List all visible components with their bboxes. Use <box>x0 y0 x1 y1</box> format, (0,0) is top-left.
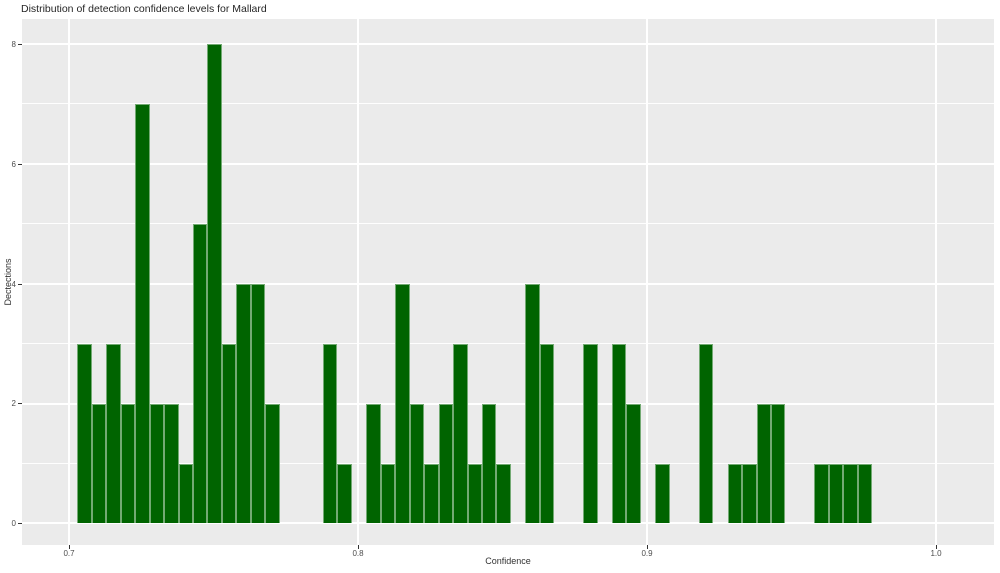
y-tick-mark <box>18 523 22 524</box>
histogram-bar <box>323 343 338 524</box>
histogram-bar <box>120 403 136 524</box>
histogram-bar <box>539 343 555 524</box>
y-tick-label: 8 <box>11 40 16 49</box>
x-tick-mark <box>646 545 648 549</box>
x-gridline <box>645 19 648 545</box>
histogram-bar <box>496 463 511 524</box>
histogram-bar <box>380 463 396 524</box>
histogram-bar <box>265 403 280 524</box>
y-gridline <box>21 402 995 405</box>
histogram-bar <box>525 283 540 524</box>
histogram-bar <box>149 403 165 524</box>
histogram-bar <box>843 463 858 524</box>
histogram-bar <box>135 104 150 524</box>
x-tick-label: 0.8 <box>352 549 364 558</box>
y-tick-mark <box>18 44 22 45</box>
x-tick-label: 0.7 <box>63 549 75 558</box>
histogram-bar <box>857 463 873 524</box>
histogram-bar <box>612 343 627 524</box>
histogram-bar <box>655 463 670 524</box>
histogram-bar <box>164 403 179 524</box>
histogram-bar <box>626 403 641 524</box>
histogram-bar <box>698 343 714 524</box>
histogram-bar <box>91 403 107 524</box>
x-gridline <box>934 19 937 545</box>
histogram-bar <box>453 343 468 524</box>
x-gridline <box>356 19 359 545</box>
x-axis-label: Confidence <box>485 556 531 566</box>
histogram-bar <box>77 343 92 524</box>
y-gridline <box>21 342 995 344</box>
chart-title: Distribution of detection confidence lev… <box>21 3 267 15</box>
y-tick-label: 0 <box>11 519 16 528</box>
y-tick-mark <box>18 283 22 285</box>
histogram-bar <box>727 463 743 524</box>
histogram-bar <box>481 403 497 524</box>
histogram-bar <box>221 343 237 524</box>
histogram-bar <box>828 463 844 524</box>
histogram-bar <box>814 463 829 524</box>
histogram-bar <box>742 463 757 524</box>
y-gridline <box>21 462 995 464</box>
y-gridline <box>21 522 995 525</box>
y-tick-mark <box>18 163 22 165</box>
histogram-bar <box>583 343 598 524</box>
histogram-bar <box>207 44 222 524</box>
x-tick-label: 1.0 <box>930 549 942 558</box>
histogram-bar <box>424 463 439 524</box>
histogram-bar <box>467 463 482 524</box>
y-gridline <box>21 282 995 285</box>
histogram-bar <box>438 403 454 524</box>
histogram-bar <box>337 463 352 524</box>
histogram-bar <box>178 463 193 524</box>
y-gridline <box>21 43 995 46</box>
histogram-bar <box>366 403 381 524</box>
histogram-bar <box>250 283 266 524</box>
y-gridline <box>21 223 995 225</box>
y-tick-label: 6 <box>11 159 16 169</box>
histogram-bar <box>106 343 121 524</box>
histogram-bar <box>409 403 425 524</box>
histogram-bar <box>756 403 771 524</box>
plot-area <box>21 19 995 545</box>
y-tick-label: 2 <box>11 399 16 409</box>
histogram-bar <box>236 283 251 524</box>
x-gridline <box>67 19 70 545</box>
y-gridline <box>21 163 995 166</box>
histogram-bar <box>770 403 786 524</box>
x-tick-mark <box>935 545 937 549</box>
histogram-bar <box>192 224 208 524</box>
y-gridline <box>21 103 995 105</box>
x-tick-label: 0.9 <box>641 549 653 558</box>
histogram-bar <box>395 283 410 524</box>
y-tick-mark <box>18 403 22 405</box>
y-tick-label: 4 <box>11 279 16 289</box>
x-tick-mark <box>68 545 70 549</box>
x-tick-mark <box>357 545 359 549</box>
